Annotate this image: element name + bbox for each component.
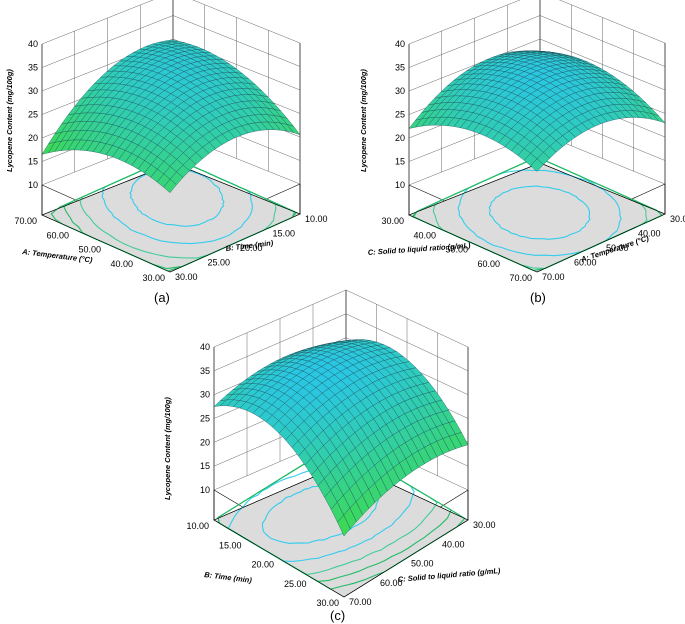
x-tick-labels-b: 30.00 40.00 50.00 60.00 70.00: [381, 216, 532, 283]
floor-contour-b: [408, 157, 666, 273]
panel-label-b: (b): [530, 290, 546, 305]
panel-a: 10 15 20 25 30 35 40 70.00 60.00 50.00 40.00 30.00…: [5, 0, 328, 305]
z-tick-label: 40: [395, 39, 405, 49]
x-tick-label: 15.00: [219, 540, 242, 550]
z-tick-labels-a: 10 15 20 25 30 35 40: [28, 39, 38, 190]
x-tick-label: 50.00: [78, 245, 101, 255]
surface-cell: [530, 158, 544, 172]
wall-gridline: [41, 38, 301, 92]
response-surface-b: [408, 50, 666, 172]
y-tick-labels-b: 30.00 40.00 50.00 60.00 70.00: [542, 214, 685, 282]
x-tick-label: 70.00: [509, 273, 532, 283]
z-tick-label: 40: [28, 39, 38, 49]
panel-label-a: (a): [154, 290, 170, 305]
z-tick-label: 25: [28, 110, 38, 120]
z-tick-label: 15: [395, 157, 405, 167]
panel-label-c: (c): [330, 608, 345, 623]
z-tick-label: 20: [200, 437, 210, 447]
y-tick-labels-a: 10.00 15.00 20.00 25.00 30.00: [175, 214, 328, 282]
contour-line: [129, 167, 225, 227]
z-tick-labels-c: 10 15 20 25 30 35 40: [200, 342, 210, 495]
y-tick-label: 60.00: [574, 258, 597, 268]
z-tick-label: 30: [28, 86, 38, 96]
z-tick-label: 10: [200, 485, 210, 495]
z-axis-title-b: Lycopene Content (mg/100g): [359, 69, 368, 172]
z-tick-label: 15: [28, 157, 38, 167]
x-axis-title-b: C: Solid to liquid ratio (g/mL): [368, 241, 472, 257]
z-tick-label: 30: [395, 86, 405, 96]
x-tick-label: 40.00: [413, 230, 436, 240]
y-tick-label: 40.00: [442, 539, 465, 549]
x-tick-label: 10.00: [186, 521, 209, 531]
y-axis-title-c: C: Solid to liquid ratio (g/mL): [397, 566, 501, 584]
wall-gridline: [41, 15, 301, 68]
z-tick-label: 10: [28, 180, 38, 190]
surface-cell: [163, 178, 177, 193]
wall-gridline: [408, 15, 666, 68]
surface-cell: [337, 514, 351, 537]
y-tick-label: 40.00: [638, 229, 661, 239]
z-tick-label: 35: [28, 63, 38, 73]
z-tick-label: 35: [395, 63, 405, 73]
panel-b: 10 15 20 25 30 35 40 30.00 40.00 50.00 60.00 70.00…: [359, 0, 685, 305]
y-tick-label: 30.00: [175, 272, 198, 282]
y-tick-label: 20.00: [240, 243, 263, 253]
x-tick-label: 30.00: [381, 216, 404, 226]
panel-c: 10 15 20 25 30 35 40 10.00 15.00 20.00 25.00 30.00…: [163, 289, 501, 623]
z-axis-title-c: Lycopene Content (mg/100g): [163, 397, 172, 500]
z-tick-label: 15: [200, 461, 210, 471]
x-tick-labels-a: 70.00 60.00 50.00 40.00 30.00: [14, 216, 165, 283]
y-tick-label: 30.00: [670, 214, 685, 224]
response-surface-a: [41, 39, 301, 193]
z-tick-labels-b: 10 15 20 25 30 35 40: [395, 39, 405, 190]
wall-gridline: [213, 313, 469, 372]
x-tick-label: 30.00: [142, 273, 165, 283]
x-tick-label: 70.00: [14, 216, 37, 226]
wall-gridline: [408, 0, 666, 45]
contour-line: [488, 185, 591, 240]
z-tick-label: 40: [200, 342, 210, 352]
x-tick-label: 60.00: [477, 259, 500, 269]
x-tick-label: 25.00: [284, 579, 307, 589]
wall-gridline: [408, 38, 666, 92]
y-tick-label: 15.00: [273, 229, 296, 239]
x-tick-label: 60.00: [46, 230, 69, 240]
y-tick-label: 25.00: [208, 258, 231, 268]
floor-contour-a: [41, 156, 301, 273]
z-tick-label: 10: [395, 180, 405, 190]
x-tick-label: 20.00: [251, 560, 274, 570]
y-tick-label: 10.00: [305, 214, 328, 224]
z-tick-label: 25: [395, 110, 405, 120]
x-tick-label: 50.00: [445, 245, 468, 255]
y-tick-label: 30.00: [473, 520, 496, 530]
z-tick-label: 25: [200, 414, 210, 424]
z-tick-label: 20: [395, 133, 405, 143]
x-tick-label: 30.00: [316, 598, 339, 608]
x-tick-label: 40.00: [110, 259, 133, 269]
y-tick-label: 60.00: [380, 578, 403, 588]
wall-gridline: [41, 0, 301, 45]
y-tick-label: 70.00: [542, 272, 565, 282]
y-tick-label: 50.00: [606, 243, 629, 253]
response-surface-c: [213, 339, 469, 537]
z-axis-title-a: Lycopene Content (mg/100g): [5, 69, 14, 172]
z-tick-label: 35: [200, 366, 210, 376]
y-tick-labels-c: 30.00 40.00 50.00 60.00 70.00: [349, 520, 496, 607]
z-tick-label: 30: [200, 390, 210, 400]
x-tick-labels-c: 10.00 15.00 20.00 25.00 30.00: [186, 521, 339, 608]
wall-gridline: [213, 289, 469, 348]
z-tick-label: 20: [28, 133, 38, 143]
y-tick-label: 70.00: [349, 597, 372, 607]
x-axis-title-c: B: Time (min): [204, 570, 253, 585]
y-tick-label: 50.00: [411, 559, 434, 569]
